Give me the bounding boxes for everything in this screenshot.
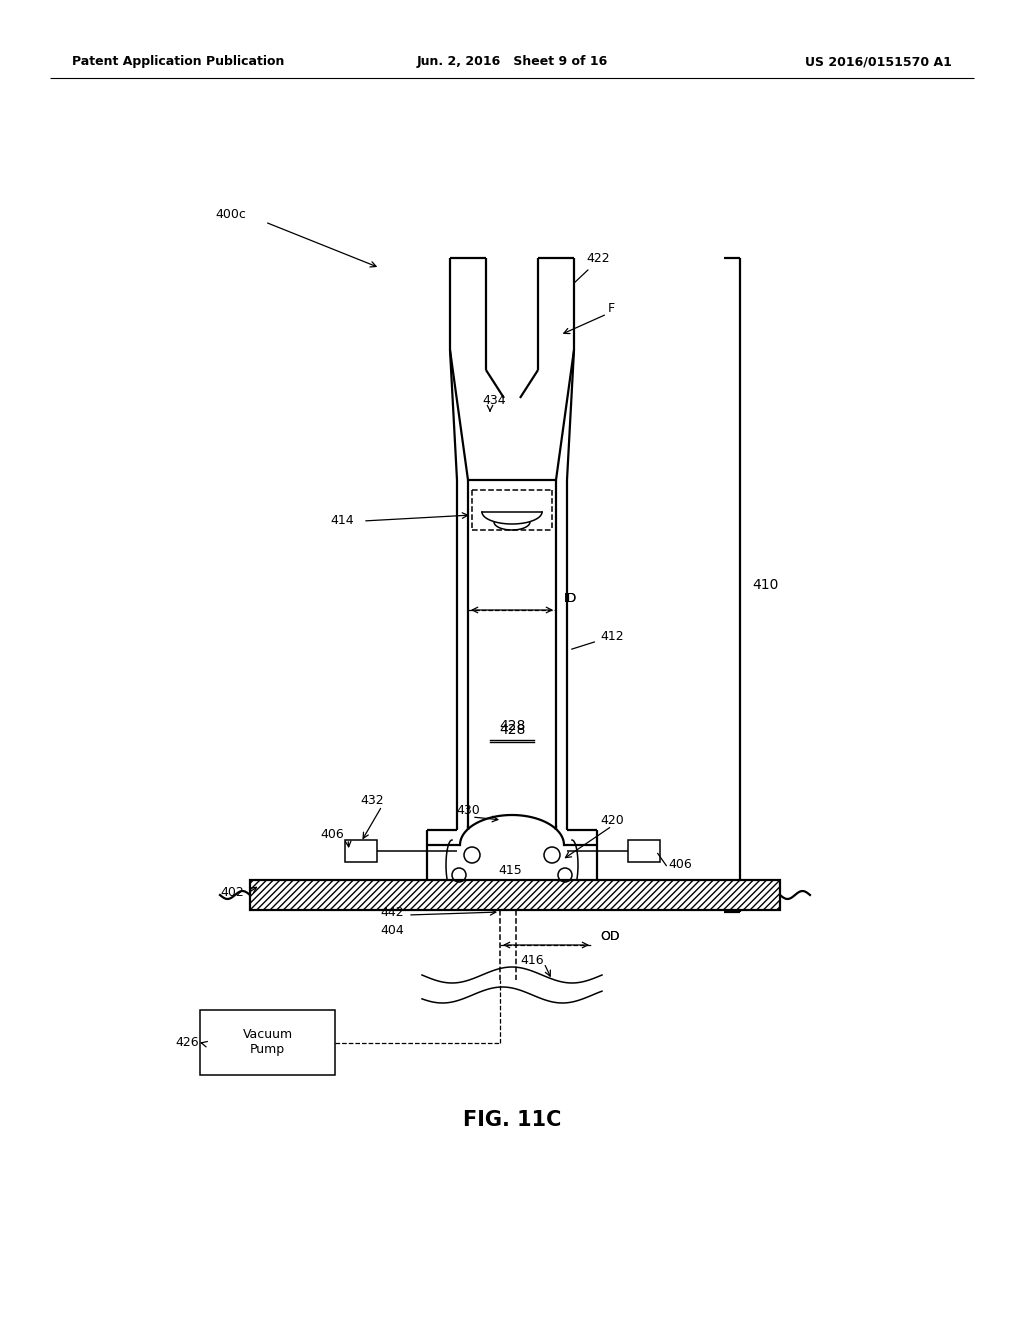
Text: 406: 406 bbox=[668, 858, 692, 871]
Text: 434: 434 bbox=[482, 393, 506, 407]
Text: 415: 415 bbox=[498, 863, 522, 876]
Text: 414: 414 bbox=[330, 513, 353, 527]
Text: OD: OD bbox=[600, 931, 620, 944]
Text: 428: 428 bbox=[499, 723, 525, 737]
Text: 426: 426 bbox=[175, 1035, 199, 1048]
Text: 406: 406 bbox=[319, 829, 344, 842]
Bar bbox=[250, 880, 780, 909]
Bar bbox=[345, 840, 377, 862]
Text: 442: 442 bbox=[380, 907, 403, 920]
Bar bbox=[250, 880, 780, 909]
Text: Vacuum
Pump: Vacuum Pump bbox=[243, 1028, 293, 1056]
Text: 422: 422 bbox=[586, 252, 609, 264]
Text: 412: 412 bbox=[571, 630, 624, 649]
Text: OD: OD bbox=[600, 931, 620, 944]
Text: Patent Application Publication: Patent Application Publication bbox=[72, 55, 285, 69]
Text: 402: 402 bbox=[220, 887, 244, 899]
Text: 404: 404 bbox=[380, 924, 403, 936]
Text: 428: 428 bbox=[499, 719, 525, 733]
Text: 420: 420 bbox=[600, 813, 624, 826]
Text: ID: ID bbox=[564, 591, 578, 605]
Text: Jun. 2, 2016   Sheet 9 of 16: Jun. 2, 2016 Sheet 9 of 16 bbox=[417, 55, 607, 69]
Text: 400c: 400c bbox=[215, 209, 246, 222]
Bar bbox=[628, 840, 660, 862]
Text: FIG. 11C: FIG. 11C bbox=[463, 1110, 561, 1130]
Text: 430: 430 bbox=[456, 804, 480, 817]
Text: 432: 432 bbox=[360, 793, 384, 807]
Text: F: F bbox=[608, 301, 615, 314]
Text: US 2016/0151570 A1: US 2016/0151570 A1 bbox=[805, 55, 952, 69]
Bar bbox=[200, 1010, 335, 1074]
Text: ID: ID bbox=[564, 591, 578, 605]
Text: 416: 416 bbox=[520, 953, 544, 966]
Text: 410: 410 bbox=[752, 578, 778, 591]
